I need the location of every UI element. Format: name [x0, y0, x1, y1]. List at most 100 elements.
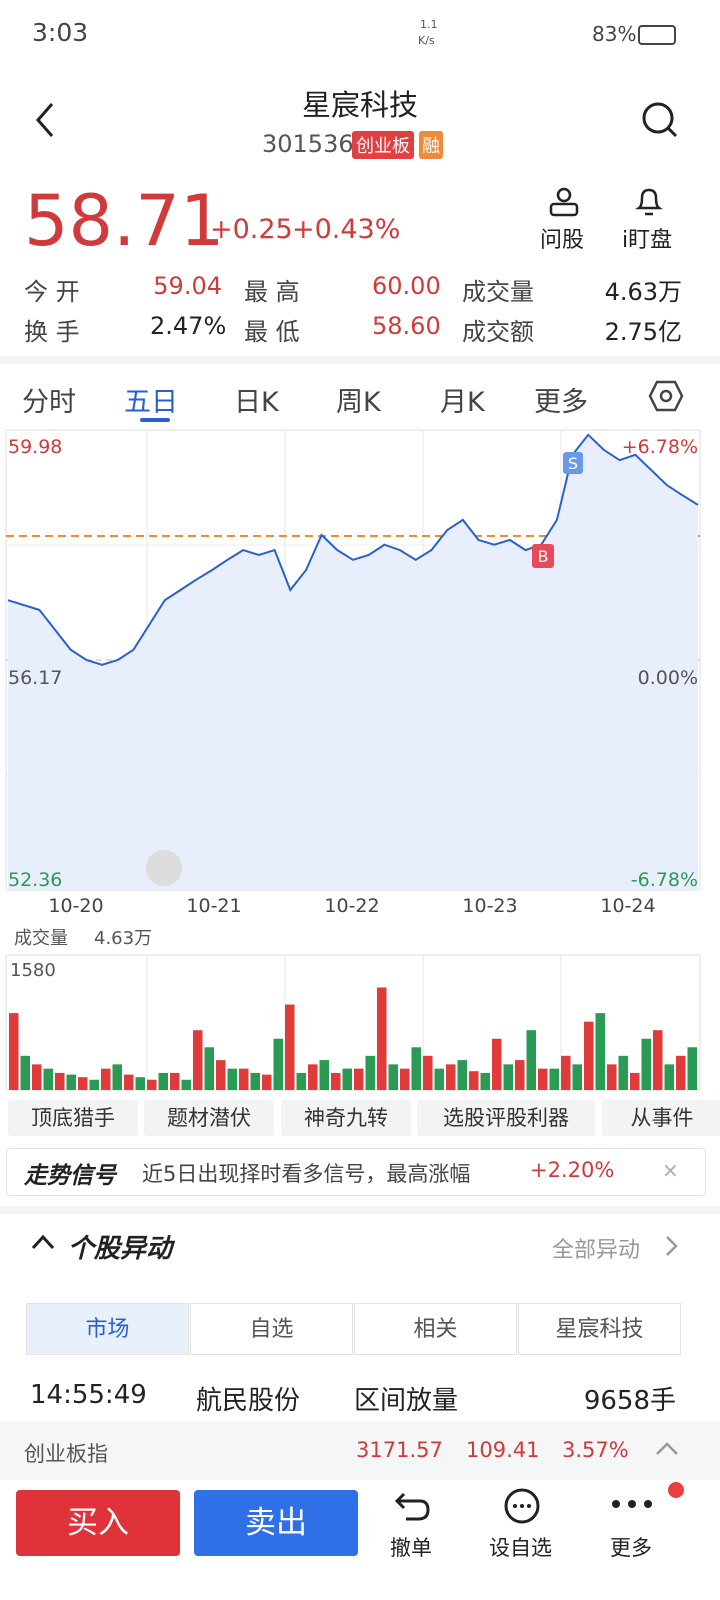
tab[interactable]: 周K [336, 387, 381, 418]
volume-bar [607, 1064, 617, 1090]
speed: 1.1 [420, 18, 438, 31]
volume-bar [377, 987, 387, 1090]
tool-chip[interactable]: 选股评股利器 [417, 1100, 595, 1136]
stat-value: 60.00 [372, 272, 441, 300]
stat-label: 成交额 [462, 318, 534, 346]
date-label: 10-20 [48, 895, 103, 917]
volume-bar [181, 1079, 191, 1090]
sell-button[interactable]: 卖出 [194, 1490, 358, 1556]
pct-bottom: -6.78% [631, 869, 698, 891]
price-bottom: 52.36 [8, 869, 62, 891]
price-area [8, 434, 698, 890]
tool-chip[interactable]: 顶底猎手 [8, 1100, 138, 1136]
settings[interactable] [648, 378, 684, 414]
volume-bar [78, 1077, 88, 1090]
change-pct: +0.43% [292, 214, 401, 245]
ask-stock[interactable]: 问股 [540, 228, 585, 253]
buy-mark: B [538, 547, 549, 566]
volume-bar [561, 1055, 571, 1090]
volume-bar [239, 1068, 249, 1090]
movement-title: 个股异动 [68, 1234, 173, 1264]
date-label: 10-22 [324, 895, 379, 917]
stat-value: 59.04 [153, 272, 222, 300]
stat-value: 2.47% [150, 312, 227, 340]
volume-bar [331, 1072, 341, 1090]
tab-underline [140, 418, 170, 422]
expand[interactable] [654, 1440, 680, 1458]
battery-icon [638, 25, 676, 45]
volume-bar [492, 1038, 502, 1090]
subtab[interactable]: 星宸科技 [518, 1303, 681, 1355]
subtab[interactable]: 市场 [26, 1303, 189, 1355]
subtab[interactable]: 自选 [190, 1303, 353, 1355]
signal-value: +2.20% [530, 1158, 615, 1182]
index-cell: 3171.57 [356, 1438, 443, 1462]
signal-title: 走势信号 [24, 1163, 116, 1189]
volume-bar [653, 1030, 663, 1090]
movement-cell: 航民股份 [196, 1386, 301, 1416]
volume-bar [342, 1068, 352, 1090]
tab[interactable]: 更多 [534, 387, 588, 418]
volume-bar [526, 1030, 536, 1090]
stat-label: 最 低 [244, 318, 300, 346]
volume-bar [227, 1068, 237, 1090]
volume-bar [66, 1074, 76, 1090]
volume-bar [630, 1072, 640, 1090]
subtab[interactable]: 相关 [354, 1303, 517, 1355]
volume-bar [273, 1038, 283, 1090]
volume-bar [469, 1071, 479, 1090]
date-label: 10-23 [462, 895, 517, 917]
sell-mark: S [568, 454, 578, 473]
tab[interactable]: 日K [234, 387, 279, 418]
close[interactable]: × [662, 1158, 679, 1182]
volume-bar [618, 1055, 628, 1090]
divider [0, 1206, 720, 1214]
stat-label: 成交量 [462, 278, 534, 306]
index-cell: 109.41 [466, 1438, 540, 1462]
price-line [7, 433, 699, 666]
bell-icon [634, 188, 664, 216]
volume-bar [480, 1072, 490, 1090]
stat-label: 今 开 [24, 278, 80, 306]
tab[interactable]: 五日 [124, 387, 178, 418]
movement-link[interactable]: 全部异动 [552, 1238, 641, 1263]
volume-bar [423, 1055, 433, 1090]
back[interactable] [30, 100, 60, 140]
stock-name: 星宸科技 [301, 88, 418, 122]
buy-flag [532, 544, 554, 568]
volume-bar [538, 1068, 548, 1090]
volume-bar [400, 1068, 410, 1090]
tool-chip[interactable]: 神奇九转 [281, 1100, 411, 1136]
tab[interactable]: 分时 [22, 387, 76, 418]
chevron [666, 1236, 678, 1256]
volume-bar [296, 1072, 306, 1090]
volume-bar [285, 1004, 295, 1090]
divider [0, 356, 720, 364]
margin-tag: 融 [419, 131, 443, 159]
movement-cell: 区间放量 [354, 1386, 459, 1416]
volume-bar [32, 1064, 42, 1090]
volume-label: 成交量 [14, 928, 68, 949]
volume-bar [216, 1060, 226, 1090]
volume-bar [354, 1068, 364, 1090]
price-top: 59.98 [8, 436, 62, 458]
stat-value: 4.63万 [604, 278, 682, 306]
buy-button[interactable]: 买入 [16, 1490, 180, 1556]
volume-bar [664, 1064, 674, 1090]
add-watch[interactable]: 设自选 [489, 1536, 552, 1560]
volume-bar [411, 1047, 421, 1090]
cancel-order[interactable]: 撤单 [390, 1536, 432, 1560]
stat-value: 58.60 [372, 312, 441, 340]
tool-chip[interactable]: 从事件 [602, 1100, 720, 1136]
watch[interactable]: i盯盘 [622, 228, 673, 253]
volume-bar [572, 1064, 582, 1090]
collapse[interactable] [30, 1232, 56, 1252]
more[interactable]: 更多 [610, 1536, 652, 1560]
stat-value: 2.75亿 [604, 318, 682, 346]
search[interactable] [640, 100, 680, 140]
tool-chip[interactable]: 题材潜伏 [144, 1100, 274, 1136]
stock-code: 301536 [262, 130, 354, 158]
volume-bar [112, 1064, 122, 1090]
tab[interactable]: 月K [440, 387, 485, 418]
